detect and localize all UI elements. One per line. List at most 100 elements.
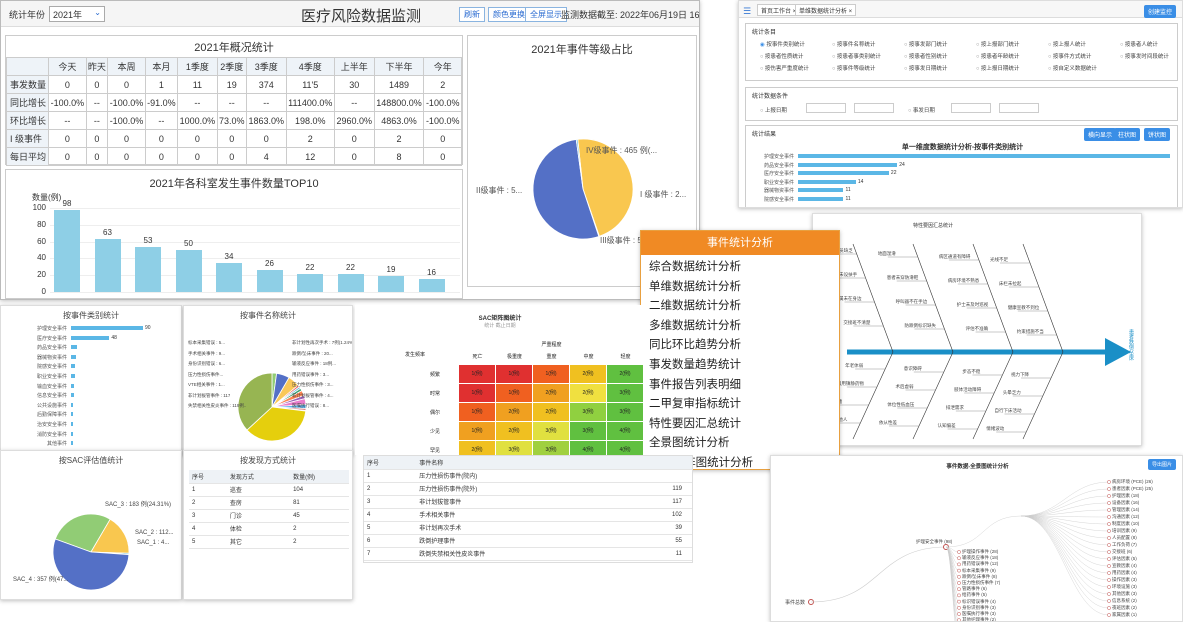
sac-matrix-cell[interactable]: 1(例) — [459, 422, 495, 440]
analysis-menu-item[interactable]: 二维数据统计分析 — [649, 300, 741, 313]
tree-node[interactable] — [1107, 585, 1111, 589]
tree-node[interactable] — [1107, 501, 1111, 505]
stat-option-radio[interactable]: 按患者性别统计 — [904, 52, 948, 60]
event-name-pie-slice[interactable] — [246, 406, 307, 442]
sac-matrix-cell[interactable]: 3(例) — [496, 441, 532, 455]
tree-node[interactable] — [1107, 606, 1111, 610]
sac-matrix-cell[interactable]: 3(例) — [533, 422, 569, 440]
tree-node[interactable] — [1107, 599, 1111, 603]
menu-icon[interactable]: ☰ — [743, 6, 752, 16]
fullscreen-button[interactable]: 全屏显示 — [525, 7, 567, 22]
stat-option-radio[interactable]: 按事件名称统计 — [832, 40, 876, 48]
hbar[interactable] — [798, 162, 898, 167]
top10-bar[interactable] — [297, 273, 323, 292]
analysis-menu-item[interactable]: 事件报告列表明细 — [649, 378, 741, 391]
tree-node[interactable] — [957, 612, 961, 616]
sac-matrix-cell[interactable]: 1(例) — [459, 403, 495, 421]
sac-matrix-cell[interactable]: 1(例) — [496, 384, 532, 402]
horizontal-view-button[interactable]: 横向显示 — [1084, 128, 1117, 141]
category-bar[interactable] — [71, 335, 110, 340]
category-bar[interactable] — [71, 402, 74, 407]
bar-chart-button[interactable]: 柱状图 — [1114, 128, 1141, 141]
sac-matrix-cell[interactable]: 2(例) — [607, 365, 643, 383]
pie-chart-button[interactable]: 饼状图 — [1144, 128, 1171, 141]
tree-node[interactable] — [1107, 536, 1111, 540]
stat-option-radio[interactable]: 按上报部门统计 — [976, 40, 1020, 48]
sac-matrix-cell[interactable]: 3(例) — [570, 403, 606, 421]
sac-matrix-cell[interactable]: 4(例) — [607, 422, 643, 440]
level-pie-slice[interactable] — [532, 139, 600, 240]
category-bar[interactable] — [71, 326, 143, 330]
stat-option-radio[interactable]: 按患者人统计 — [1120, 40, 1158, 48]
tree-node[interactable] — [1107, 515, 1111, 519]
top10-bar[interactable] — [94, 239, 121, 292]
hbar[interactable] — [798, 171, 889, 175]
analysis-menu-item[interactable]: 单维数据统计分析 — [649, 280, 741, 293]
tree-node[interactable] — [957, 568, 961, 573]
sac-matrix-cell[interactable]: 2(例) — [459, 441, 495, 455]
tree-node[interactable] — [1107, 592, 1111, 596]
sac-matrix-cell[interactable]: 2(例) — [496, 422, 532, 440]
sac-matrix-cell[interactable]: 2(例) — [533, 384, 569, 402]
export-image-button[interactable]: 导出图片 — [1147, 459, 1176, 470]
tree-node[interactable] — [1107, 578, 1111, 582]
sac-matrix-cell[interactable]: 1(例) — [533, 365, 569, 383]
occur-date-start-input[interactable] — [951, 103, 991, 113]
stat-option-radio[interactable]: 按患者年龄统计 — [976, 52, 1020, 60]
tree-node[interactable] — [957, 562, 961, 567]
category-bar[interactable] — [71, 441, 73, 446]
top10-bar[interactable] — [418, 278, 445, 292]
tree-node[interactable] — [957, 605, 961, 610]
hbar[interactable] — [798, 154, 1170, 158]
tree-node[interactable] — [957, 587, 961, 592]
tree-node[interactable] — [1107, 564, 1111, 568]
hbar[interactable] — [798, 196, 844, 201]
tree-node[interactable] — [957, 581, 961, 585]
top10-bar[interactable] — [54, 209, 80, 292]
category-bar[interactable] — [71, 431, 73, 436]
stat-option-radio[interactable]: 按上报人统计 — [1048, 40, 1086, 48]
report-date-end-input[interactable] — [854, 103, 894, 113]
sac-matrix-cell[interactable]: 4(例) — [607, 441, 643, 455]
analysis-menu-item[interactable]: 特性要因汇总统计 — [649, 417, 741, 430]
sac-matrix-cell[interactable]: 1(例) — [496, 365, 532, 383]
top10-bar[interactable] — [135, 247, 161, 292]
stat-option-radio[interactable]: 按事发部门统计 — [904, 40, 948, 48]
sac-matrix-cell[interactable]: 1(例) — [459, 384, 495, 402]
analysis-menu-item[interactable]: 综合数据统计分析 — [649, 261, 741, 273]
tree-node[interactable] — [1107, 613, 1111, 617]
hbar[interactable] — [798, 188, 844, 192]
tree-node[interactable] — [1107, 529, 1111, 533]
tree-node[interactable] — [1107, 494, 1111, 498]
stat-option-radio[interactable]: 按事件方式统计 — [1048, 52, 1092, 60]
top10-bar[interactable] — [256, 270, 283, 292]
report-date-start-input[interactable] — [806, 103, 846, 113]
analysis-menu-item[interactable]: 全景图统计分析 — [649, 437, 730, 450]
year-select[interactable]: 2021年 ⌄ — [49, 6, 105, 22]
sac-matrix-cell[interactable]: 3(例) — [607, 403, 643, 421]
event-name-pie-slice[interactable] — [237, 372, 273, 431]
level-pie-slice[interactable] — [575, 138, 584, 190]
hbar[interactable] — [798, 179, 856, 184]
category-bar[interactable] — [71, 354, 76, 359]
tree-node[interactable] — [1107, 487, 1111, 491]
tree-node[interactable] — [1107, 522, 1111, 526]
sac-pie-slice[interactable] — [52, 538, 130, 591]
sac-matrix-cell[interactable]: 4(例) — [570, 441, 606, 455]
tree-node[interactable] — [1107, 480, 1111, 484]
analysis-menu-item[interactable]: 二甲复审指标统计 — [649, 398, 741, 411]
tree-node[interactable] — [1107, 571, 1111, 575]
tree-node[interactable] — [957, 574, 961, 579]
tab-home[interactable]: 首页工作台 × — [757, 4, 801, 16]
stat-option-radio[interactable]: 按事发日期统计 — [904, 64, 948, 72]
tree-node[interactable] — [1107, 543, 1111, 547]
category-bar[interactable] — [71, 412, 74, 417]
top10-bar[interactable] — [337, 273, 364, 292]
sac-matrix-cell[interactable]: 3(例) — [533, 441, 569, 455]
refresh-button[interactable]: 刷新 — [459, 7, 485, 22]
stat-option-radio[interactable]: 按上报日期统计 — [976, 64, 1020, 72]
top10-bar[interactable] — [175, 250, 202, 292]
sac-matrix-cell[interactable]: 2(例) — [496, 403, 532, 421]
tree-node[interactable] — [1107, 508, 1111, 512]
sac-matrix-cell[interactable]: 2(例) — [533, 403, 569, 421]
